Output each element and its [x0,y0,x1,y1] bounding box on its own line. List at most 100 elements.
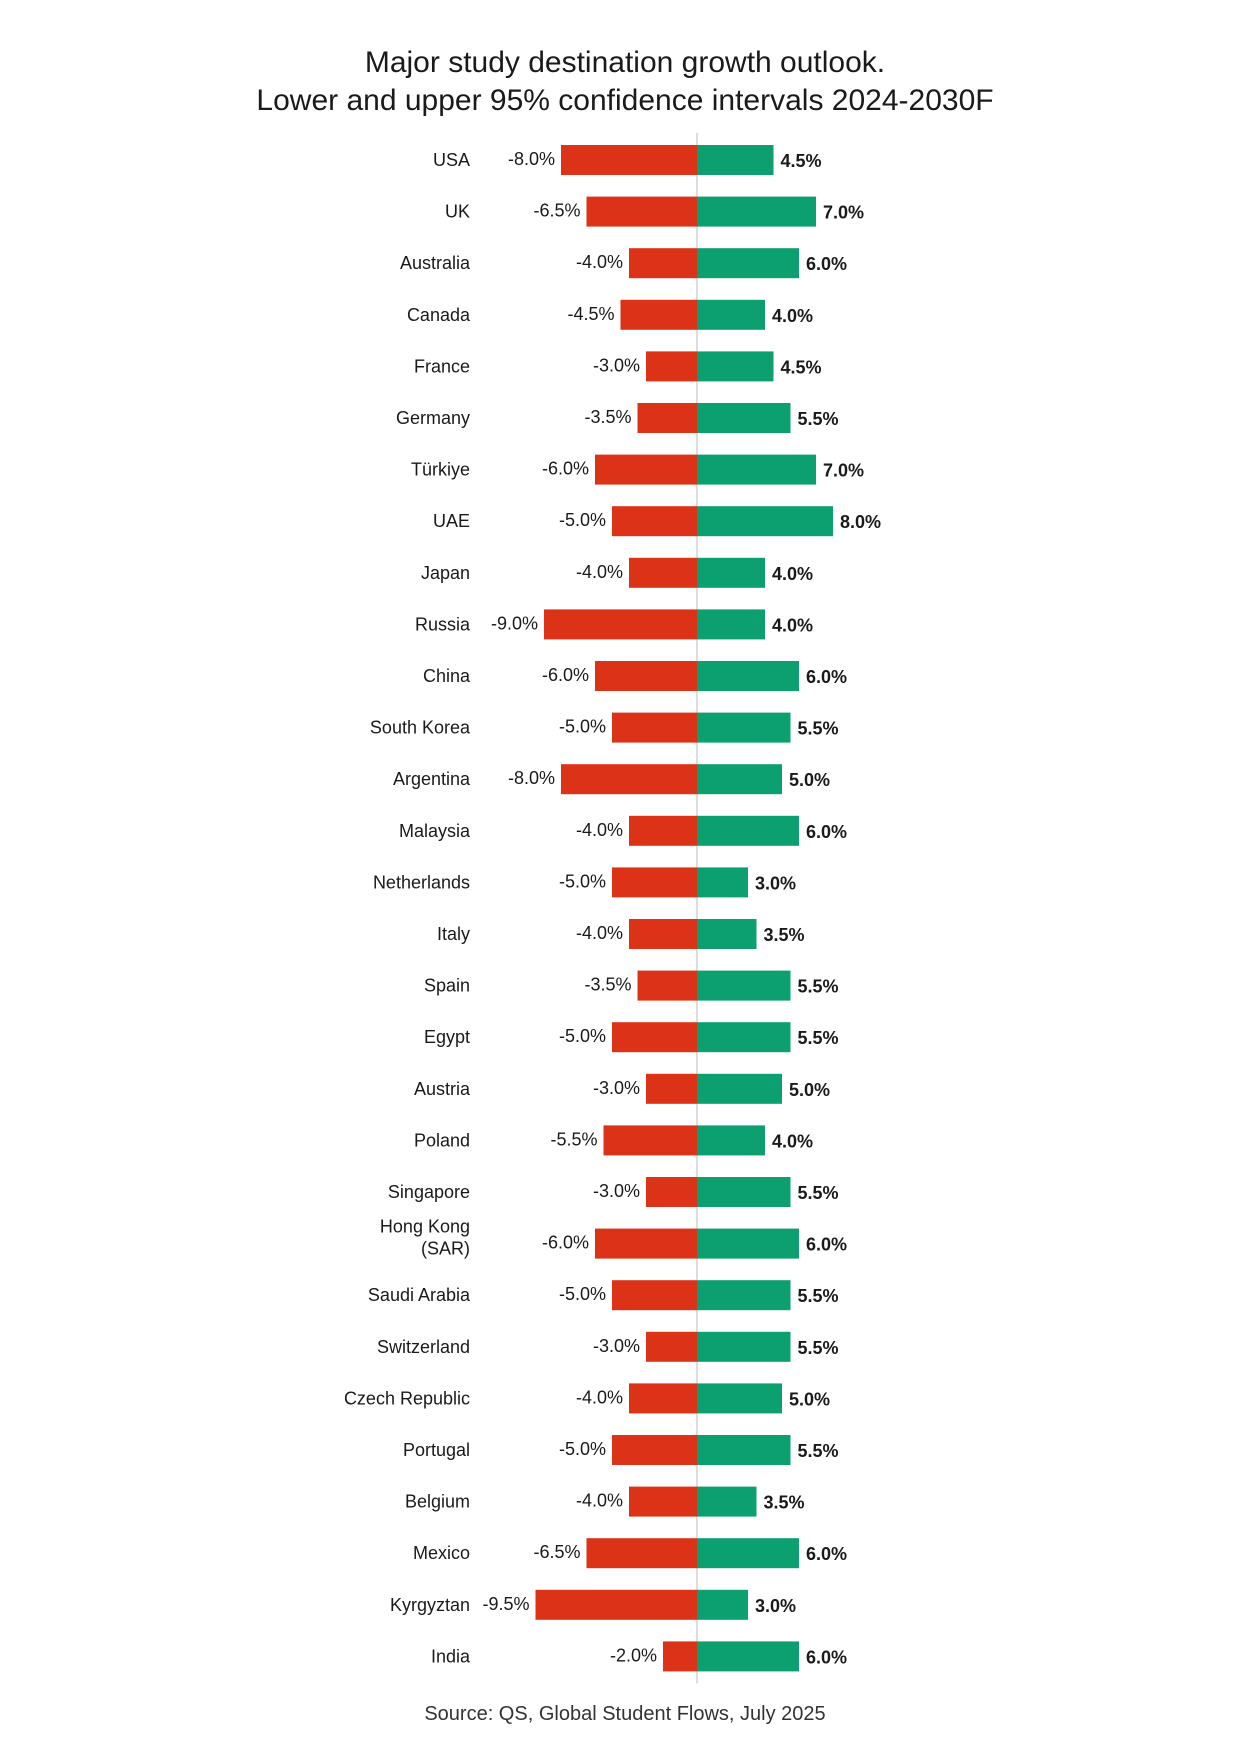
lower-bound-label: -4.0% [576,923,623,943]
upper-bound-bar [697,1177,791,1207]
upper-bound-bar [697,454,816,485]
lower-bound-label: -4.0% [576,820,623,840]
category-label: Egypt [424,1027,470,1047]
upper-bound-label: 4.5% [781,357,822,377]
lower-bound-label: -6.0% [542,665,589,685]
upper-bound-label: 7.0% [823,203,864,223]
upper-bound-bar [697,815,799,846]
lower-bound-label: -5.0% [559,1439,606,1459]
upper-bound-bar [697,867,748,898]
upper-bound-bar [697,1228,799,1259]
upper-bound-label: 4.0% [772,615,813,635]
lower-bound-bar [637,403,697,433]
upper-bound-bar [697,403,791,433]
category-label: Canada [407,305,471,325]
chart-title-line: Lower and upper 95% confidence intervals… [256,84,993,117]
upper-bound-label: 6.0% [806,1235,847,1255]
lower-bound-bar [612,506,697,537]
lower-bound-bar [646,351,697,382]
upper-bound-label: 8.0% [840,512,881,532]
upper-bound-label: 4.0% [772,1131,813,1151]
category-label: Hong Kong [380,1217,470,1237]
category-label: (SAR) [421,1239,470,1259]
upper-bound-bar [697,1331,791,1362]
lower-bound-bar [603,1125,697,1156]
upper-bound-bar [697,145,774,175]
upper-bound-bar [697,1641,799,1672]
lower-bound-label: -3.0% [593,1078,640,1098]
lower-bound-bar [612,1435,697,1465]
category-label: Germany [396,408,470,428]
lower-bound-bar [586,1538,697,1569]
category-label: Kyrgyztan [390,1595,470,1615]
chart-title-line: Major study destination growth outlook. [365,46,885,79]
lower-bound-bar [629,1383,697,1414]
upper-bound-label: 3.0% [755,873,796,893]
lower-bound-bar [663,1641,697,1672]
upper-bound-label: 4.0% [772,306,813,326]
lower-bound-bar [629,1486,697,1517]
lower-bound-bar [629,248,697,279]
category-label: France [414,356,470,376]
lower-bound-label: -3.0% [593,355,640,375]
lower-bound-bar [646,1073,697,1104]
category-label: Poland [414,1130,470,1150]
lower-bound-label: -3.5% [584,407,631,427]
upper-bound-label: 6.0% [806,822,847,842]
lower-bound-bar [595,661,697,691]
lower-bound-label: -4.0% [576,1387,623,1407]
lower-bound-label: -6.5% [533,1542,580,1562]
upper-bound-label: 3.5% [764,925,805,945]
category-label: Switzerland [377,1337,470,1357]
upper-bound-bar [697,609,765,640]
lower-bound-label: -8.0% [508,768,555,788]
category-label: India [431,1646,471,1666]
lower-bound-bar [535,1589,697,1620]
upper-bound-bar [697,661,799,691]
category-label: Malaysia [399,821,471,841]
category-label: Netherlands [373,872,470,892]
upper-bound-label: 5.0% [789,1389,830,1409]
upper-bound-label: 5.5% [798,1028,839,1048]
lower-bound-bar [595,1228,697,1259]
lower-bound-bar [586,196,697,227]
upper-bound-label: 4.0% [772,564,813,584]
lower-bound-label: -6.0% [542,459,589,479]
category-label: Singapore [388,1182,470,1202]
lower-bound-bar [612,867,697,898]
category-label: Türkiye [411,460,470,480]
lower-bound-label: -3.5% [584,975,631,995]
upper-bound-label: 5.5% [798,409,839,429]
lower-bound-label: -4.0% [576,1491,623,1511]
lower-bound-bar [612,1280,697,1311]
upper-bound-bar [697,351,774,382]
upper-bound-label: 5.5% [798,1441,839,1461]
upper-bound-bar [697,299,765,330]
category-label: Mexico [413,1543,470,1563]
upper-bound-label: 3.0% [755,1596,796,1616]
lower-bound-label: -6.5% [533,201,580,221]
upper-bound-label: 6.0% [806,667,847,687]
category-label: Austria [414,1079,471,1099]
lower-bound-label: -3.0% [593,1336,640,1356]
lower-bound-label: -3.0% [593,1181,640,1201]
category-label: USA [433,150,470,170]
source-note: Source: QS, Global Student Flows, July 2… [424,1703,825,1725]
lower-bound-label: -6.0% [542,1233,589,1253]
upper-bound-bar [697,1435,791,1465]
lower-bound-bar [612,712,697,743]
lower-bound-label: -4.0% [576,562,623,582]
lower-bound-label: -5.5% [550,1129,597,1149]
lower-bound-bar [629,557,697,588]
lower-bound-bar [646,1331,697,1362]
category-label: Australia [400,253,471,273]
upper-bound-bar [697,248,799,279]
lower-bound-label: -5.0% [559,1284,606,1304]
upper-bound-bar [697,919,757,949]
upper-bound-label: 5.5% [798,719,839,739]
lower-bound-bar [646,1177,697,1207]
lower-bound-label: -4.0% [576,252,623,272]
category-label: South Korea [370,718,471,738]
upper-bound-label: 6.0% [806,1647,847,1667]
